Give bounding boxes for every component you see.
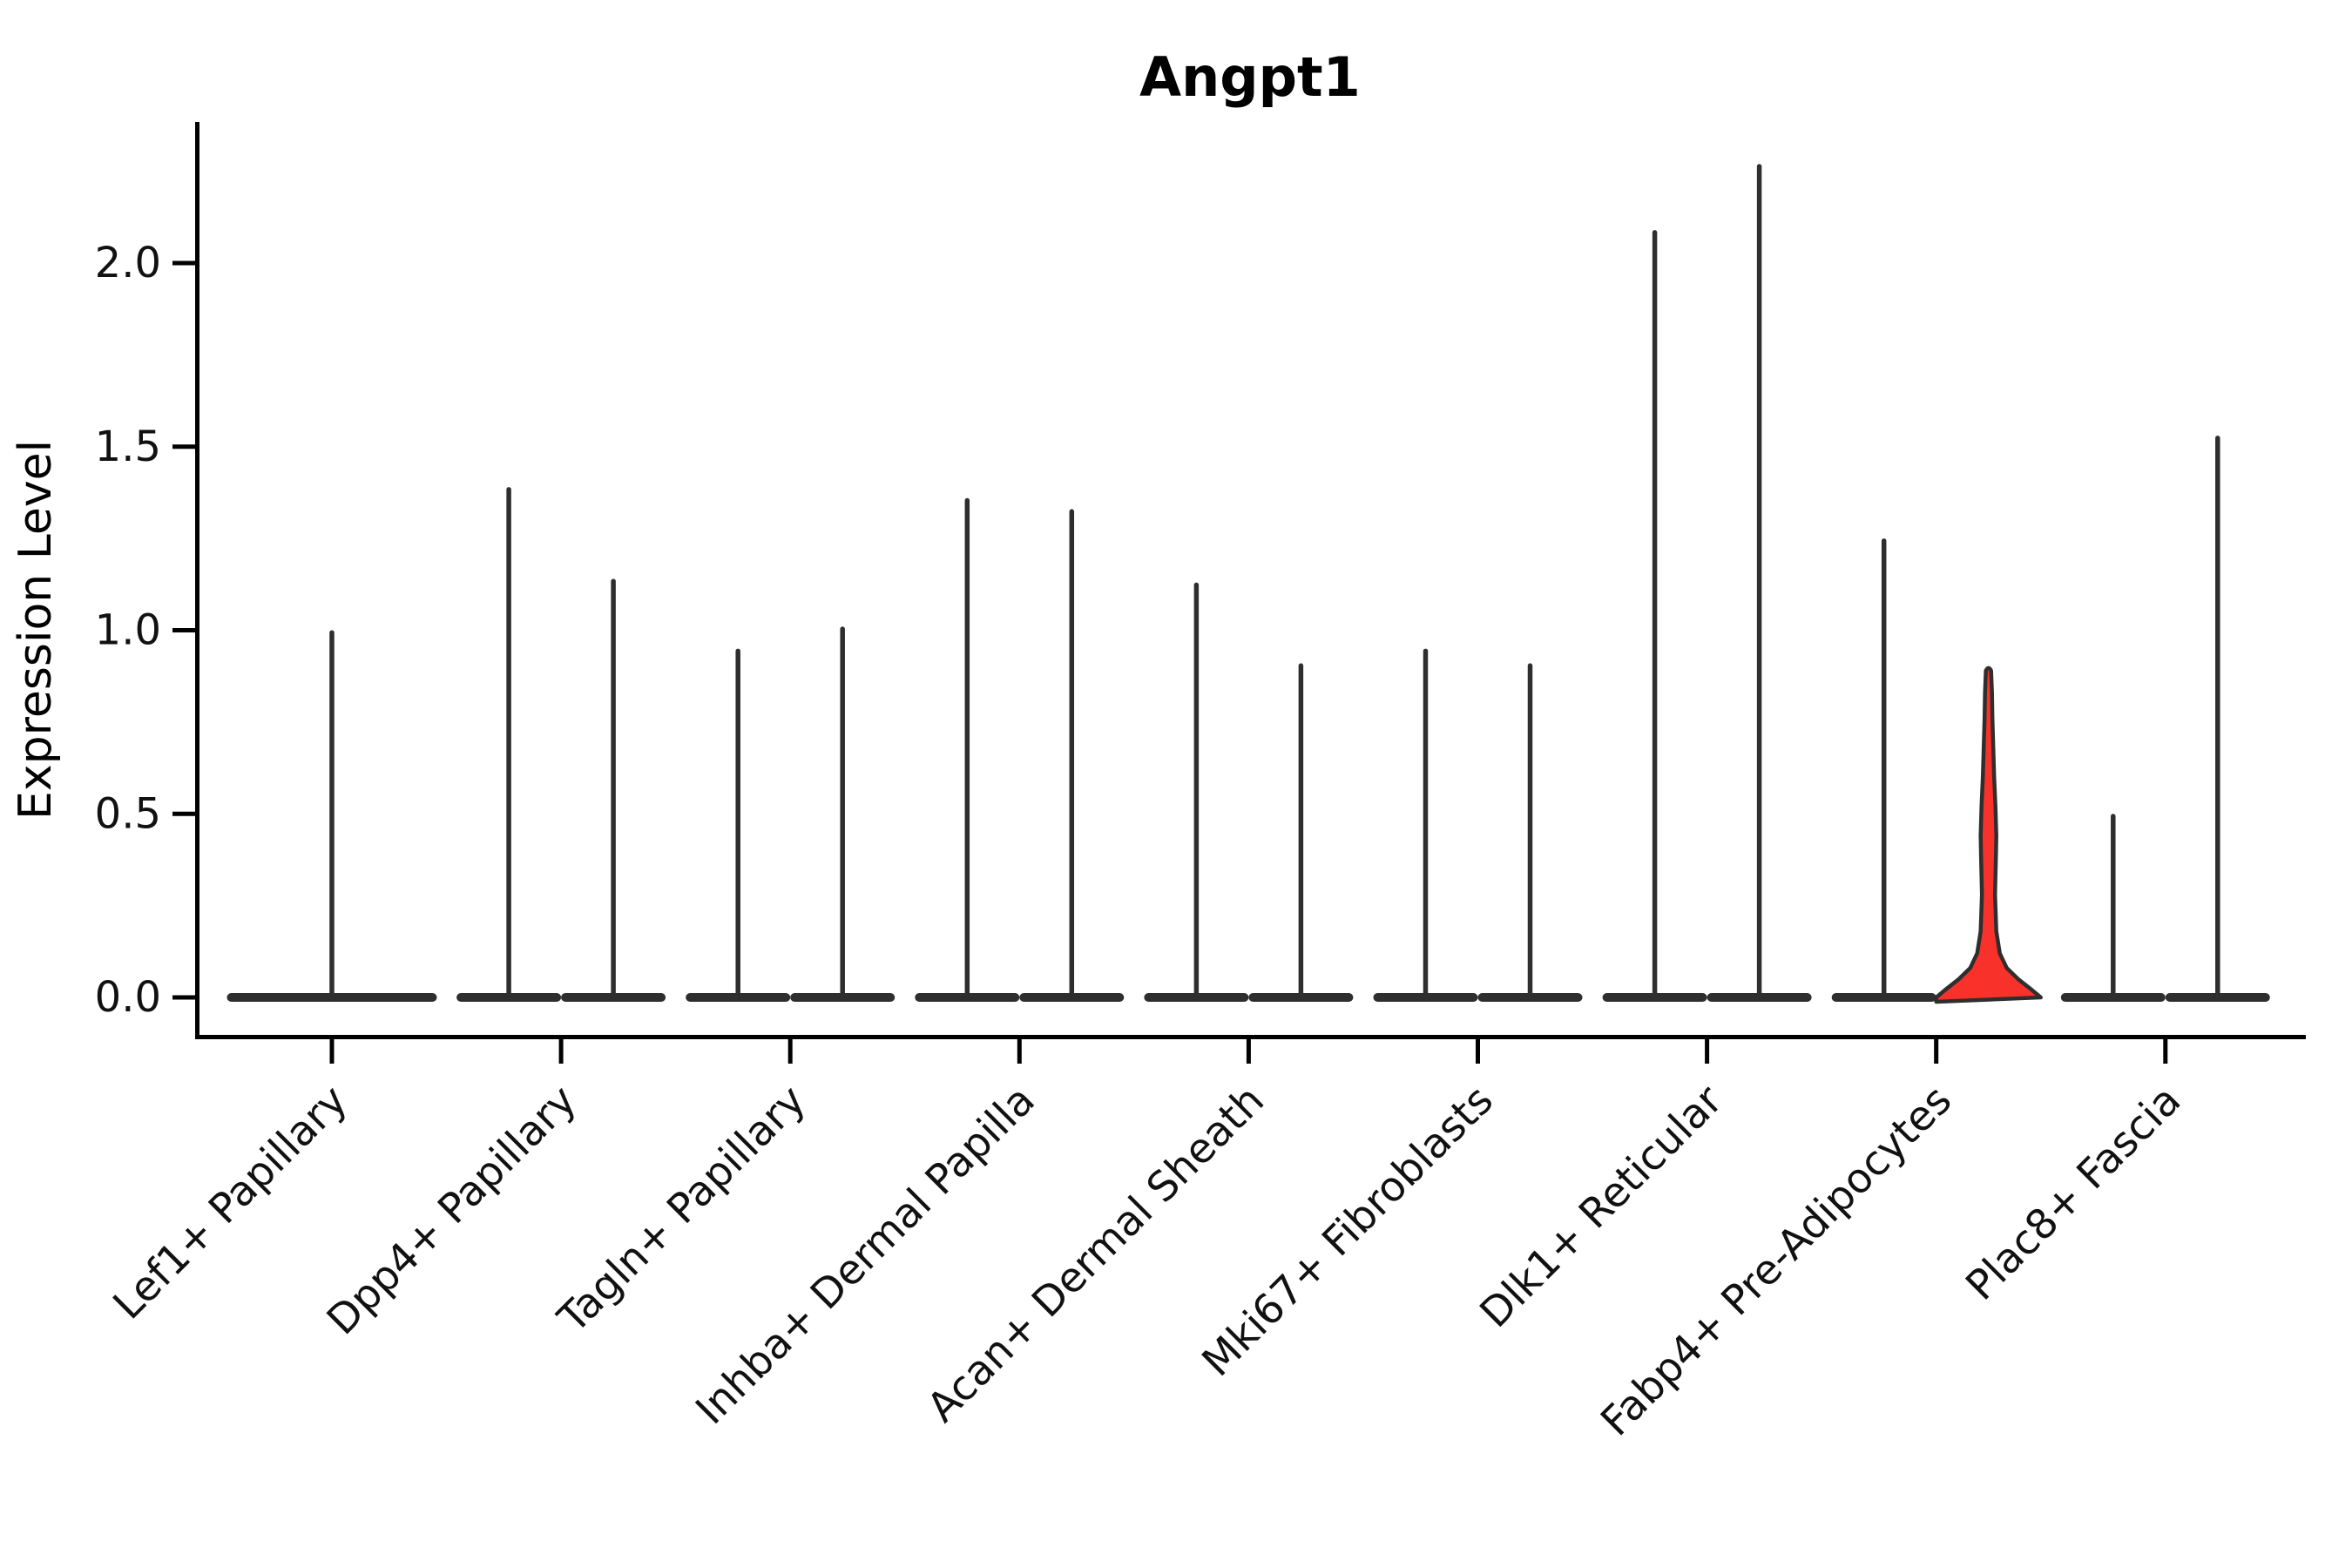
y-tick-label: 1.5	[95, 422, 161, 471]
y-ticks-group: 0.0 0.5 1.0 1.5 2.0	[95, 239, 197, 1022]
x-tick-label: Lef1+ Papillary	[105, 1077, 357, 1329]
y-tick-label: 0.5	[95, 789, 161, 838]
highlighted-violin	[1934, 666, 2043, 1004]
violin-density-spike	[2111, 814, 2116, 1002]
violin-density-spike	[1756, 164, 1762, 1002]
x-tick-label: Tagln+ Papillary	[549, 1077, 815, 1343]
violin-density-spike	[611, 578, 616, 1002]
violin-density-spike	[1652, 230, 1658, 1002]
y-tick-label: 2.0	[95, 239, 161, 287]
x-axis-spine	[195, 1035, 2306, 1039]
y-tick-label: 0.0	[95, 973, 161, 1022]
y-tick-label: 1.0	[95, 606, 161, 655]
x-tick-label: Dpp4+ Papillary	[318, 1077, 586, 1345]
violins-group	[226, 164, 2270, 1004]
violin-density-spike	[1423, 648, 1429, 1002]
x-tick-label: Dlk1+ Reticular	[1471, 1076, 1733, 1337]
violin-density-spike	[506, 487, 511, 1002]
violin-density-spike	[329, 630, 335, 1002]
violin-density-spike	[1881, 538, 1887, 1002]
x-ticks-group	[329, 1039, 2168, 1064]
y-axis-spine	[195, 122, 199, 1038]
y-axis-label: Expression Level	[10, 440, 62, 820]
violin-density-spike	[1193, 582, 1200, 1002]
x-tick-label: Plac8+ Fascia	[1957, 1077, 2190, 1310]
violin-density-spike	[1298, 663, 1304, 1002]
violin-density-spike	[2215, 436, 2220, 1003]
violin-density-spike	[964, 497, 970, 1002]
violin-density-spike	[840, 626, 845, 1002]
violin-density-spike	[735, 648, 740, 1002]
violin-density-spike	[1069, 509, 1075, 1002]
axes-spines	[195, 122, 2306, 1039]
chart-title: Angpt1	[1139, 45, 1361, 109]
violin-density-spike	[1527, 663, 1533, 1002]
